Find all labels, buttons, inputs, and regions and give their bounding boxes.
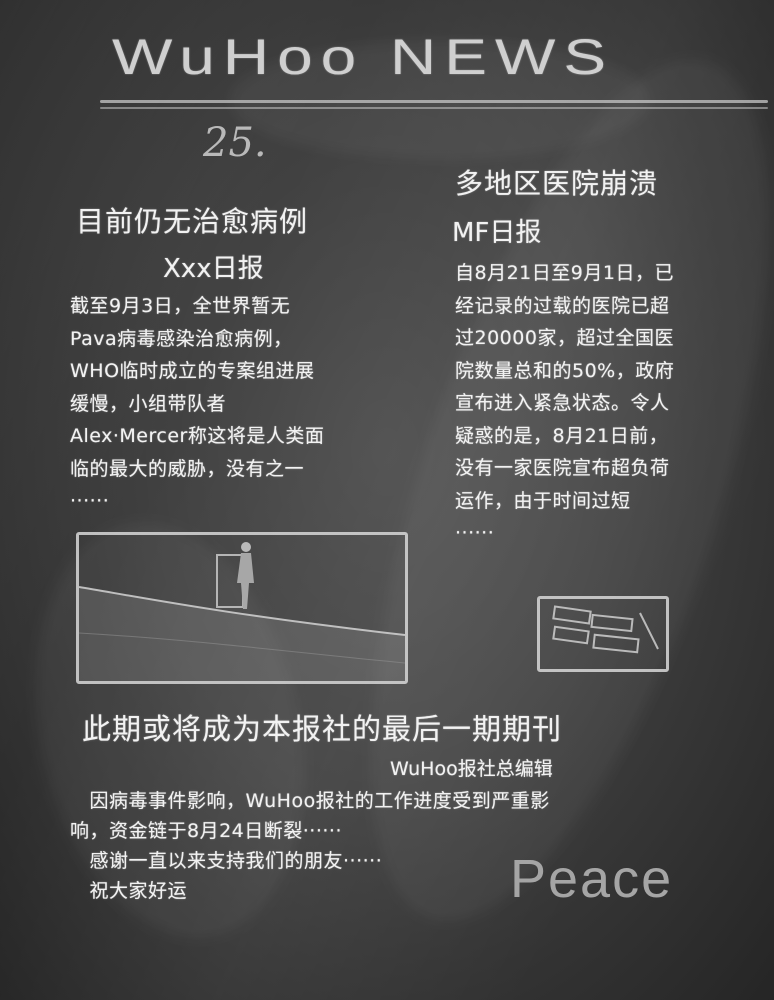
masthead-rule <box>100 100 768 103</box>
issue-number: 25. <box>203 120 267 166</box>
left-article-body: 截至9月3日，全世界暂无 Pava病毒感染治愈病例， WHO临时成立的专案组进展… <box>70 295 325 512</box>
right-article-source: MF日报 <box>452 218 542 248</box>
screen-drawing <box>552 605 659 654</box>
sketch-hillside-figure <box>76 532 408 684</box>
right-article-body: 自8月21日至9月1日，已 经记录的过载的医院已超 过20000家，超过全国医 … <box>455 262 675 544</box>
left-article-headline: 目前仍无治愈病例 <box>76 205 309 238</box>
masthead-title: WuHoo NEWS <box>112 28 615 85</box>
left-article-source: Xxx日报 <box>163 254 264 284</box>
bottom-article-byline: WuHoo报社总编辑 <box>390 758 553 780</box>
masthead: WuHoo NEWS <box>112 28 762 123</box>
hillside-drawing <box>79 542 405 681</box>
sketch-screen <box>537 596 669 672</box>
bottom-article-headline: 此期或将成为本报社的最后一期期刊 <box>82 712 563 746</box>
bottom-article-body: 因病毒事件影响，WuHoo报社的工作进度受到严重影 响，资金链于8月24日断裂·… <box>70 790 550 902</box>
signoff-peace: Peace <box>510 849 674 909</box>
masthead-rule <box>100 107 768 109</box>
right-article-headline: 多地区医院崩溃 <box>455 167 659 200</box>
